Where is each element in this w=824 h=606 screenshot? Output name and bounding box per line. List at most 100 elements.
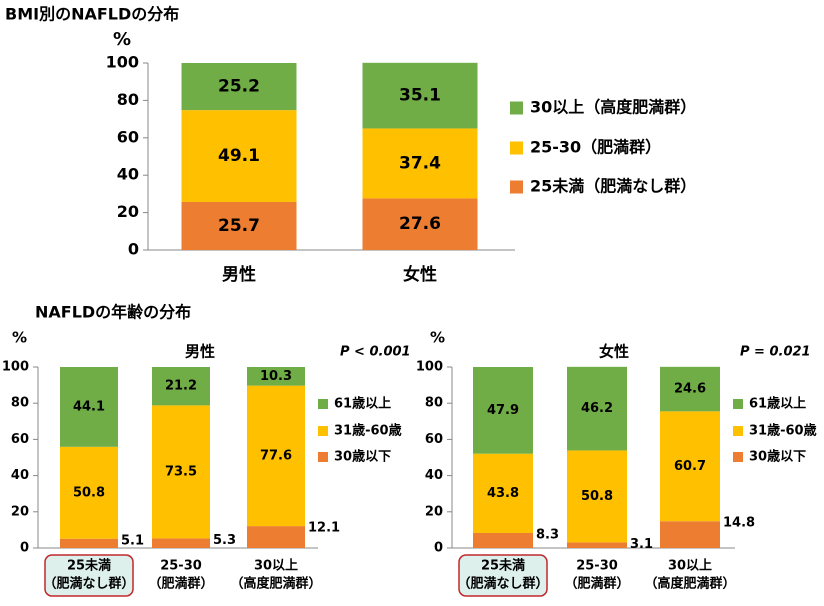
bar-segment bbox=[473, 367, 533, 454]
subtitle: 男性 bbox=[185, 343, 215, 361]
bar-segment bbox=[567, 366, 627, 451]
data-label: 37.4 bbox=[399, 153, 441, 173]
y-axis-label: % bbox=[113, 29, 131, 50]
bar-segment bbox=[247, 385, 305, 527]
legend-swatch bbox=[318, 426, 328, 436]
y-tick-label: 100 bbox=[416, 360, 443, 375]
data-label: 12.1 bbox=[308, 521, 340, 536]
bar-segment bbox=[152, 538, 210, 548]
legend-label: 31歳-60歳 bbox=[334, 423, 402, 439]
x-tick-label: 25未満 bbox=[67, 558, 111, 574]
legend-label: 31歳-60歳 bbox=[749, 423, 817, 439]
annotation: P = 0.021 bbox=[740, 345, 811, 360]
y-tick-label: 20 bbox=[425, 504, 443, 519]
y-axis-label: % bbox=[12, 329, 27, 347]
data-label: 8.3 bbox=[536, 527, 559, 542]
bar-segment bbox=[473, 532, 533, 548]
x-tick-label: 男性 bbox=[222, 264, 256, 285]
data-label: 60.7 bbox=[674, 459, 706, 474]
data-label: 46.2 bbox=[581, 401, 613, 416]
data-label: 27.6 bbox=[399, 214, 441, 234]
data-label: 10.3 bbox=[260, 369, 292, 384]
legend-label: 30以上（高度肥満群） bbox=[530, 98, 696, 117]
bar-segment bbox=[660, 366, 720, 412]
bar-segment bbox=[567, 450, 627, 543]
bar-segment bbox=[362, 62, 478, 129]
data-label: 50.8 bbox=[581, 489, 613, 504]
data-label: 5.1 bbox=[121, 533, 144, 548]
data-label: 43.8 bbox=[487, 486, 519, 501]
y-tick-label: 60 bbox=[117, 127, 139, 146]
bar-segment bbox=[660, 521, 720, 548]
bar-segment bbox=[181, 63, 297, 111]
x-tick-label: （肥満群） bbox=[564, 576, 629, 592]
legend-swatch bbox=[318, 399, 328, 409]
data-label: 44.1 bbox=[73, 399, 105, 414]
x-tick-label: （高度肥満群） bbox=[644, 576, 735, 592]
data-label: 49.1 bbox=[218, 146, 260, 166]
bar-segment bbox=[660, 411, 720, 522]
y-tick-label: 60 bbox=[425, 432, 443, 447]
x-tick-label: （高度肥満群） bbox=[230, 576, 321, 592]
data-label: 50.8 bbox=[73, 485, 105, 500]
y-tick-label: 80 bbox=[11, 396, 29, 411]
data-label: 77.6 bbox=[260, 448, 292, 463]
data-label: 25.7 bbox=[218, 216, 260, 236]
x-tick-label: 25-30 bbox=[576, 559, 618, 574]
data-label: 5.3 bbox=[213, 533, 236, 548]
annotation: P < 0.001 bbox=[340, 345, 411, 360]
x-tick-label: 30以上 bbox=[668, 559, 712, 574]
bar-segment bbox=[152, 367, 210, 406]
x-tick-label: （肥満なし群） bbox=[457, 576, 548, 592]
x-tick-label: 25-30 bbox=[160, 559, 202, 574]
bar-segment bbox=[152, 405, 210, 539]
data-label: 73.5 bbox=[165, 464, 197, 479]
legend-label: 30歳以下 bbox=[334, 449, 391, 465]
y-tick-label: 0 bbox=[20, 541, 29, 556]
section-title: NAFLDの年齢の分布 bbox=[35, 303, 191, 322]
legend-swatch bbox=[510, 180, 523, 194]
x-tick-label: 女性 bbox=[403, 264, 437, 285]
data-label: 21.2 bbox=[165, 379, 197, 394]
x-tick-label: 30以上 bbox=[254, 559, 298, 574]
data-label: 35.1 bbox=[399, 86, 441, 106]
legend-swatch bbox=[510, 101, 523, 115]
data-label: 24.6 bbox=[674, 382, 706, 397]
bar-segment bbox=[362, 128, 478, 199]
legend-label: 25-30（肥満群） bbox=[530, 138, 661, 157]
category-highlight bbox=[44, 554, 134, 597]
y-tick-label: 0 bbox=[128, 240, 139, 259]
bar-segment bbox=[181, 110, 297, 202]
data-label: 47.9 bbox=[487, 403, 519, 418]
subtitle: 女性 bbox=[599, 343, 629, 361]
legend-swatch bbox=[733, 399, 743, 409]
bar-segment bbox=[247, 526, 305, 548]
y-tick-label: 40 bbox=[425, 468, 443, 483]
y-tick-label: 80 bbox=[425, 396, 443, 411]
legend-label: 61歳以上 bbox=[334, 396, 391, 412]
y-tick-label: 20 bbox=[117, 202, 139, 221]
legend-label: 25未満（肥満なし群） bbox=[530, 177, 696, 196]
y-tick-label: 100 bbox=[106, 53, 139, 72]
legend-label: 61歳以上 bbox=[749, 396, 806, 412]
x-tick-label: （肥満群） bbox=[148, 576, 213, 592]
bar-segment bbox=[60, 446, 118, 539]
chart-title: BMI別のNAFLDの分布 bbox=[5, 5, 179, 24]
bar-segment bbox=[60, 367, 118, 447]
bar-segment bbox=[567, 542, 627, 548]
category-highlight bbox=[458, 554, 548, 597]
bar-segment bbox=[247, 367, 305, 386]
bar-segment bbox=[473, 453, 533, 533]
y-tick-label: 60 bbox=[11, 432, 29, 447]
data-label: 14.8 bbox=[723, 516, 755, 531]
bar-segment bbox=[60, 538, 118, 548]
x-tick-label: （肥満なし群） bbox=[43, 576, 134, 592]
legend-swatch bbox=[318, 452, 328, 462]
legend-swatch bbox=[733, 452, 743, 462]
bar-segment bbox=[181, 201, 297, 250]
legend-swatch bbox=[510, 141, 523, 155]
y-tick-label: 20 bbox=[11, 504, 29, 519]
y-tick-label: 80 bbox=[117, 90, 139, 109]
bar-segment bbox=[362, 198, 478, 250]
